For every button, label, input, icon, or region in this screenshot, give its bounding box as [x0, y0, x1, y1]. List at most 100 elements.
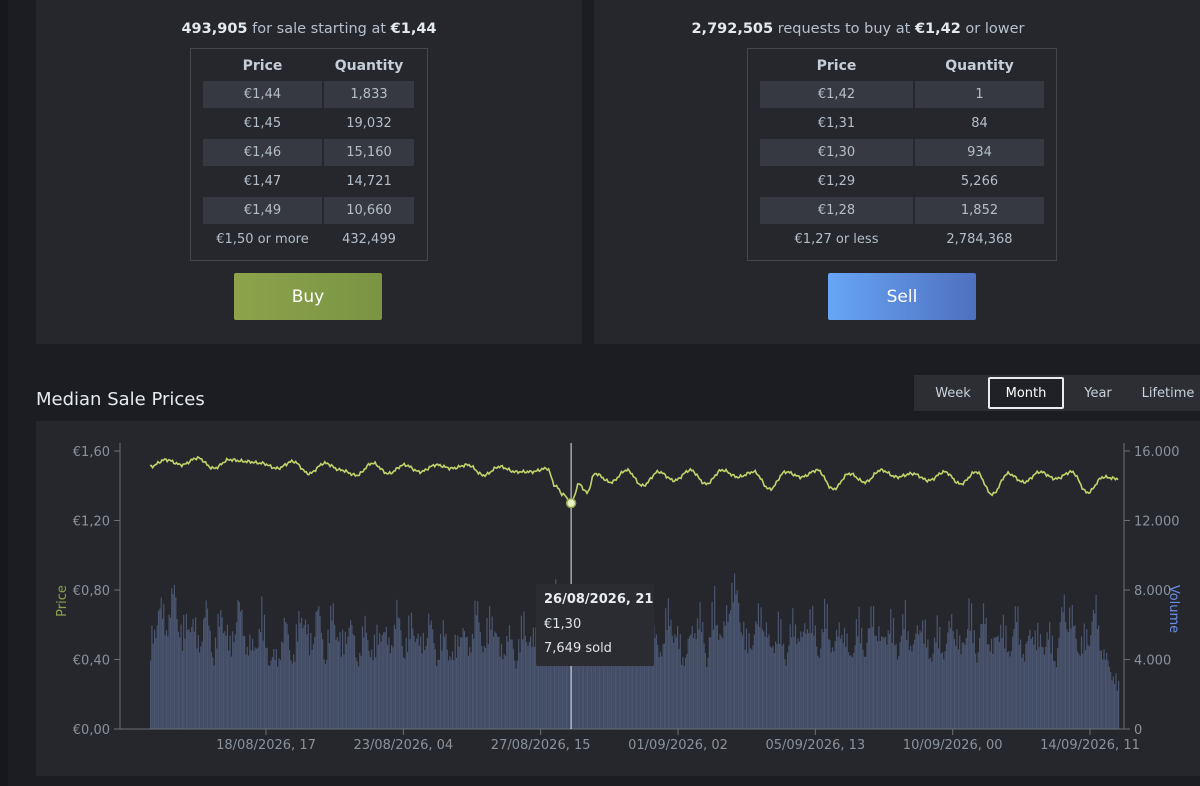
volume-bar: [479, 631, 481, 729]
volume-bar: [245, 654, 247, 729]
buy-button[interactable]: Buy: [234, 273, 382, 320]
volume-bar: [400, 630, 402, 729]
volume-bar: [952, 631, 954, 729]
volume-bar: [446, 649, 448, 729]
volume-bar: [1009, 656, 1011, 729]
volume-bar: [877, 641, 879, 729]
volume-bar: [722, 638, 724, 729]
volume-bar: [519, 652, 521, 729]
volume-bar: [993, 637, 995, 729]
volume-bar: [904, 599, 906, 729]
volume-bar: [387, 644, 389, 729]
volume-bar: [356, 661, 358, 729]
volume-bar: [891, 642, 893, 729]
volume-bar: [580, 626, 582, 729]
time-tick-label: 14/09/2026, 11: [1040, 738, 1140, 753]
row-quantity: 2,784,368: [946, 232, 1013, 247]
volume-bar: [915, 633, 917, 729]
volume-bar: [806, 629, 808, 729]
volume-bar: [270, 660, 272, 729]
table-row: €1,31 84: [760, 110, 1044, 137]
volume-bar: [657, 644, 659, 729]
volume-bar: [604, 620, 606, 729]
volume-bar: [666, 630, 668, 729]
volume-bar: [661, 656, 663, 729]
volume-bar: [327, 629, 329, 729]
buy-count: 2,792,505: [691, 21, 774, 37]
row-price: €1,27 or less: [794, 232, 879, 247]
volume-bar: [753, 634, 755, 729]
sell-button[interactable]: Sell: [828, 273, 976, 320]
chart-canvas[interactable]: €0,00 €0,40 €0,80 €1,20 €1,60 0 4.000 8.000 12.…: [36, 421, 1200, 776]
volume-bar: [821, 629, 823, 729]
volume-bar: [152, 643, 154, 729]
volume-bar: [1115, 673, 1117, 729]
volume-bar: [887, 630, 889, 729]
volume-bar: [833, 651, 835, 729]
volume-bar: [869, 628, 871, 729]
volume-bar: [470, 652, 472, 729]
volume-bar: [379, 633, 381, 729]
volume-bar: [931, 661, 933, 729]
volume-bar: [832, 647, 834, 729]
volume-bar: [588, 632, 590, 729]
volume-bar: [357, 666, 360, 729]
volume-bar: [294, 661, 296, 729]
row-quantity: 1,833: [324, 81, 414, 108]
buy-orders-panel: 2,792,505 requests to buy at €1,42 or lo…: [594, 0, 1200, 344]
volume-bar: [451, 651, 454, 729]
volume-bar: [413, 635, 415, 729]
volume-bar: [232, 631, 234, 729]
volume-bar: [788, 645, 790, 729]
volume-bar: [671, 635, 673, 729]
volume-bar: [706, 667, 708, 729]
row-price: €1,29: [817, 174, 856, 189]
volume-bar: [690, 634, 692, 729]
volume-bar: [188, 629, 190, 729]
volume-bar: [1110, 672, 1112, 729]
volume-bar: [193, 631, 195, 729]
volume-bar: [620, 620, 622, 729]
volume-bar: [928, 659, 930, 729]
volume-bar: [551, 635, 553, 729]
volume-bar: [1084, 650, 1087, 729]
volume-bar: [242, 635, 244, 729]
volume-bar: [763, 631, 765, 729]
volume-bar: [765, 622, 767, 729]
volume-bar: [792, 608, 794, 729]
volume-bar: [348, 627, 350, 729]
volume-bar: [299, 623, 301, 729]
volume-bar: [727, 622, 729, 729]
volume-bar: [820, 648, 822, 729]
volume-bar: [600, 639, 602, 729]
tab-year[interactable]: Year: [1084, 385, 1112, 401]
price-history-chart[interactable]: €0,00 €0,40 €0,80 €1,20 €1,60 0 4.000 8.000 12.…: [36, 421, 1200, 776]
volume-bar: [384, 632, 386, 729]
volume-bar: [786, 652, 789, 729]
volume-bar: [1073, 626, 1075, 729]
tab-month[interactable]: Month: [988, 377, 1064, 409]
volume-bar: [389, 653, 391, 729]
volume-bar: [912, 644, 914, 729]
volume-bar: [483, 646, 485, 729]
column-header-price: Price: [242, 58, 283, 74]
volume-bar: [926, 647, 928, 729]
volume-bar: [981, 624, 983, 729]
tab-lifetime[interactable]: Lifetime: [1141, 385, 1195, 401]
volume-bar: [1100, 650, 1102, 729]
volume-bar: [800, 631, 802, 729]
tab-week[interactable]: Week: [935, 385, 971, 401]
volume-bar: [720, 636, 722, 729]
volume-bar: [285, 622, 287, 729]
volume-bar: [638, 643, 640, 729]
volume-bar: [761, 629, 763, 729]
price-line: [149, 455, 1119, 504]
volume-bar: [542, 625, 544, 729]
volume-bar: [797, 638, 799, 729]
volume-bar: [678, 649, 680, 729]
volume-bar: [399, 618, 401, 729]
volume-bar: [347, 636, 349, 729]
volume-bar: [426, 638, 428, 729]
volume-bar: [293, 654, 295, 729]
volume-bar: [361, 626, 364, 729]
